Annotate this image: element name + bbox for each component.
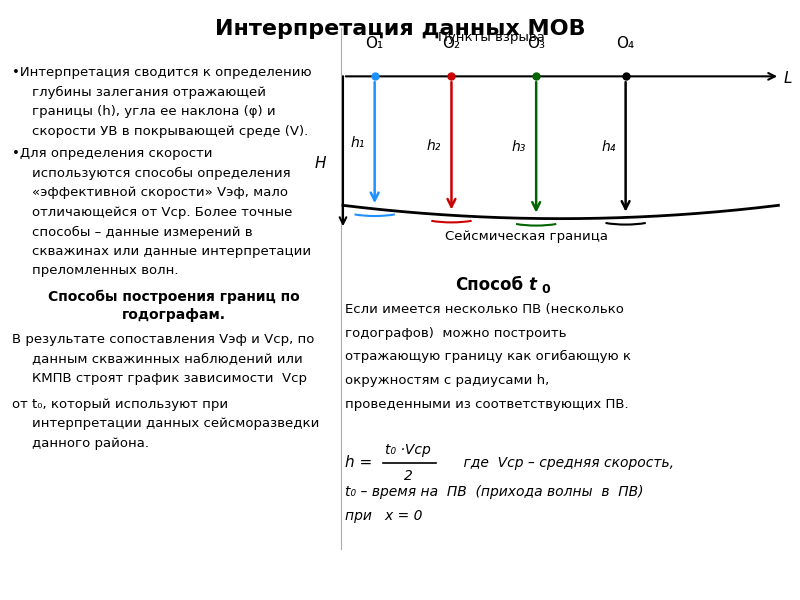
Text: данным скважинных наблюдений или: данным скважинных наблюдений или (32, 352, 302, 365)
Text: Если имеется несколько ПВ (несколько: Если имеется несколько ПВ (несколько (345, 303, 623, 316)
Text: O₃: O₃ (527, 37, 545, 52)
Text: h₃: h₃ (511, 140, 526, 154)
Text: H: H (315, 157, 326, 172)
Text: Пункты взрыва: Пункты взрыва (438, 31, 545, 44)
Text: Способ: Способ (455, 277, 523, 295)
Text: при   x = 0: при x = 0 (345, 509, 422, 523)
Text: глубины залегания отражающей: глубины залегания отражающей (32, 86, 266, 99)
Text: Способы построения границ по: Способы построения границ по (49, 289, 300, 304)
Text: отражающую границу как огибающую к: отражающую границу как огибающую к (345, 350, 630, 364)
Text: 2: 2 (403, 469, 412, 483)
Text: 0: 0 (541, 283, 550, 296)
Text: границы (h), угла ее наклона (φ) и: границы (h), угла ее наклона (φ) и (32, 106, 275, 118)
Text: O₄: O₄ (617, 37, 634, 52)
Text: O₁: O₁ (366, 37, 384, 52)
Text: •Для определения скорости: •Для определения скорости (12, 148, 213, 160)
Text: h₂: h₂ (427, 139, 442, 153)
Text: t: t (528, 277, 536, 295)
Text: •Интерпретация сводится к определению: •Интерпретация сводится к определению (12, 66, 312, 79)
Text: Интерпретация данных МОВ: Интерпретация данных МОВ (214, 19, 586, 39)
Text: годографам.: годографам. (122, 308, 226, 322)
Text: h₁: h₁ (350, 136, 365, 149)
Text: t₀ ·Vср: t₀ ·Vср (385, 443, 430, 457)
Text: h₄: h₄ (601, 140, 615, 154)
Text: скважинах или данные интерпретации: скважинах или данные интерпретации (32, 245, 311, 258)
Text: данного района.: данного района. (32, 437, 149, 449)
Text: скорости УВ в покрывающей среде (V).: скорости УВ в покрывающей среде (V). (32, 125, 308, 138)
Text: h =: h = (345, 455, 372, 470)
Text: O₂: O₂ (442, 37, 461, 52)
Text: «эффективной скорости» Vэф, мало: «эффективной скорости» Vэф, мало (32, 187, 288, 199)
Text: где  Vср – средняя скорость,: где Vср – средняя скорость, (446, 456, 674, 470)
Text: интерпретации данных сейсморазведки: интерпретации данных сейсморазведки (32, 417, 319, 430)
Text: годографов)  можно построить: годографов) можно построить (345, 326, 566, 340)
Text: отличающейся от Vср. Более точные: отличающейся от Vср. Более точные (32, 206, 292, 219)
Text: окружностям с радиусами h,: окружностям с радиусами h, (345, 374, 549, 387)
Text: используются способы определения: используются способы определения (32, 167, 290, 180)
Text: Сейсмическая граница: Сейсмическая граница (445, 230, 608, 243)
Text: КМПВ строят график зависимости  Vср: КМПВ строят график зависимости Vср (32, 371, 307, 385)
Text: проведенными из соответствующих ПВ.: проведенными из соответствующих ПВ. (345, 398, 628, 410)
Text: L: L (784, 71, 793, 86)
Text: от t₀, который используют при: от t₀, который используют при (12, 398, 228, 410)
Text: t₀ – время на  ПВ  (прихода волны  в  ПВ): t₀ – время на ПВ (прихода волны в ПВ) (345, 485, 643, 499)
Text: способы – данные измерений в: способы – данные измерений в (32, 226, 253, 239)
Text: преломленных волн.: преломленных волн. (32, 265, 178, 277)
Text: В результате сопоставления Vэф и Vср, по: В результате сопоставления Vэф и Vср, по (12, 332, 314, 346)
